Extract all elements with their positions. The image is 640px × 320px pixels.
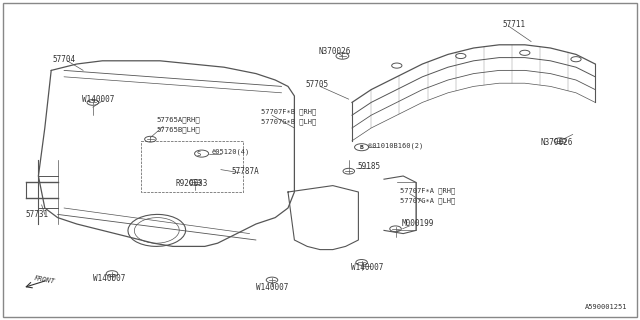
Text: N370026: N370026 [318,47,351,56]
Text: W140007: W140007 [93,274,125,283]
Text: 57707G∗A 〈LH〉: 57707G∗A 〈LH〉 [400,198,455,204]
Text: 57707F∗A 〈RH〉: 57707F∗A 〈RH〉 [400,188,455,194]
Text: M000199: M000199 [402,220,435,228]
Text: 57787A: 57787A [232,167,259,176]
Text: S: S [196,151,200,156]
Text: 57707F∗B 〈RH〉: 57707F∗B 〈RH〉 [261,109,316,115]
Text: A590001251: A590001251 [585,304,627,310]
Text: 57707G∗B 〈LH〉: 57707G∗B 〈LH〉 [261,118,316,125]
Text: 57711: 57711 [502,20,525,28]
Text: W140007: W140007 [82,95,115,104]
Text: ®01010B160(2): ®01010B160(2) [368,142,423,149]
Text: 57731: 57731 [26,210,49,219]
Text: R920033: R920033 [176,180,209,188]
Text: 57765A〈RH〉: 57765A〈RH〉 [157,117,200,123]
Text: 57704: 57704 [52,55,76,64]
Text: 57765B〈LH〉: 57765B〈LH〉 [157,126,200,133]
Text: N370026: N370026 [541,138,573,147]
Text: W140007: W140007 [256,284,289,292]
Text: ё05120(4): ё05120(4) [211,149,250,155]
Text: 57705: 57705 [306,80,329,89]
Text: FRONT: FRONT [34,275,56,285]
Text: W140007: W140007 [351,263,383,272]
Text: 59185: 59185 [357,162,380,171]
Text: B: B [360,145,364,150]
